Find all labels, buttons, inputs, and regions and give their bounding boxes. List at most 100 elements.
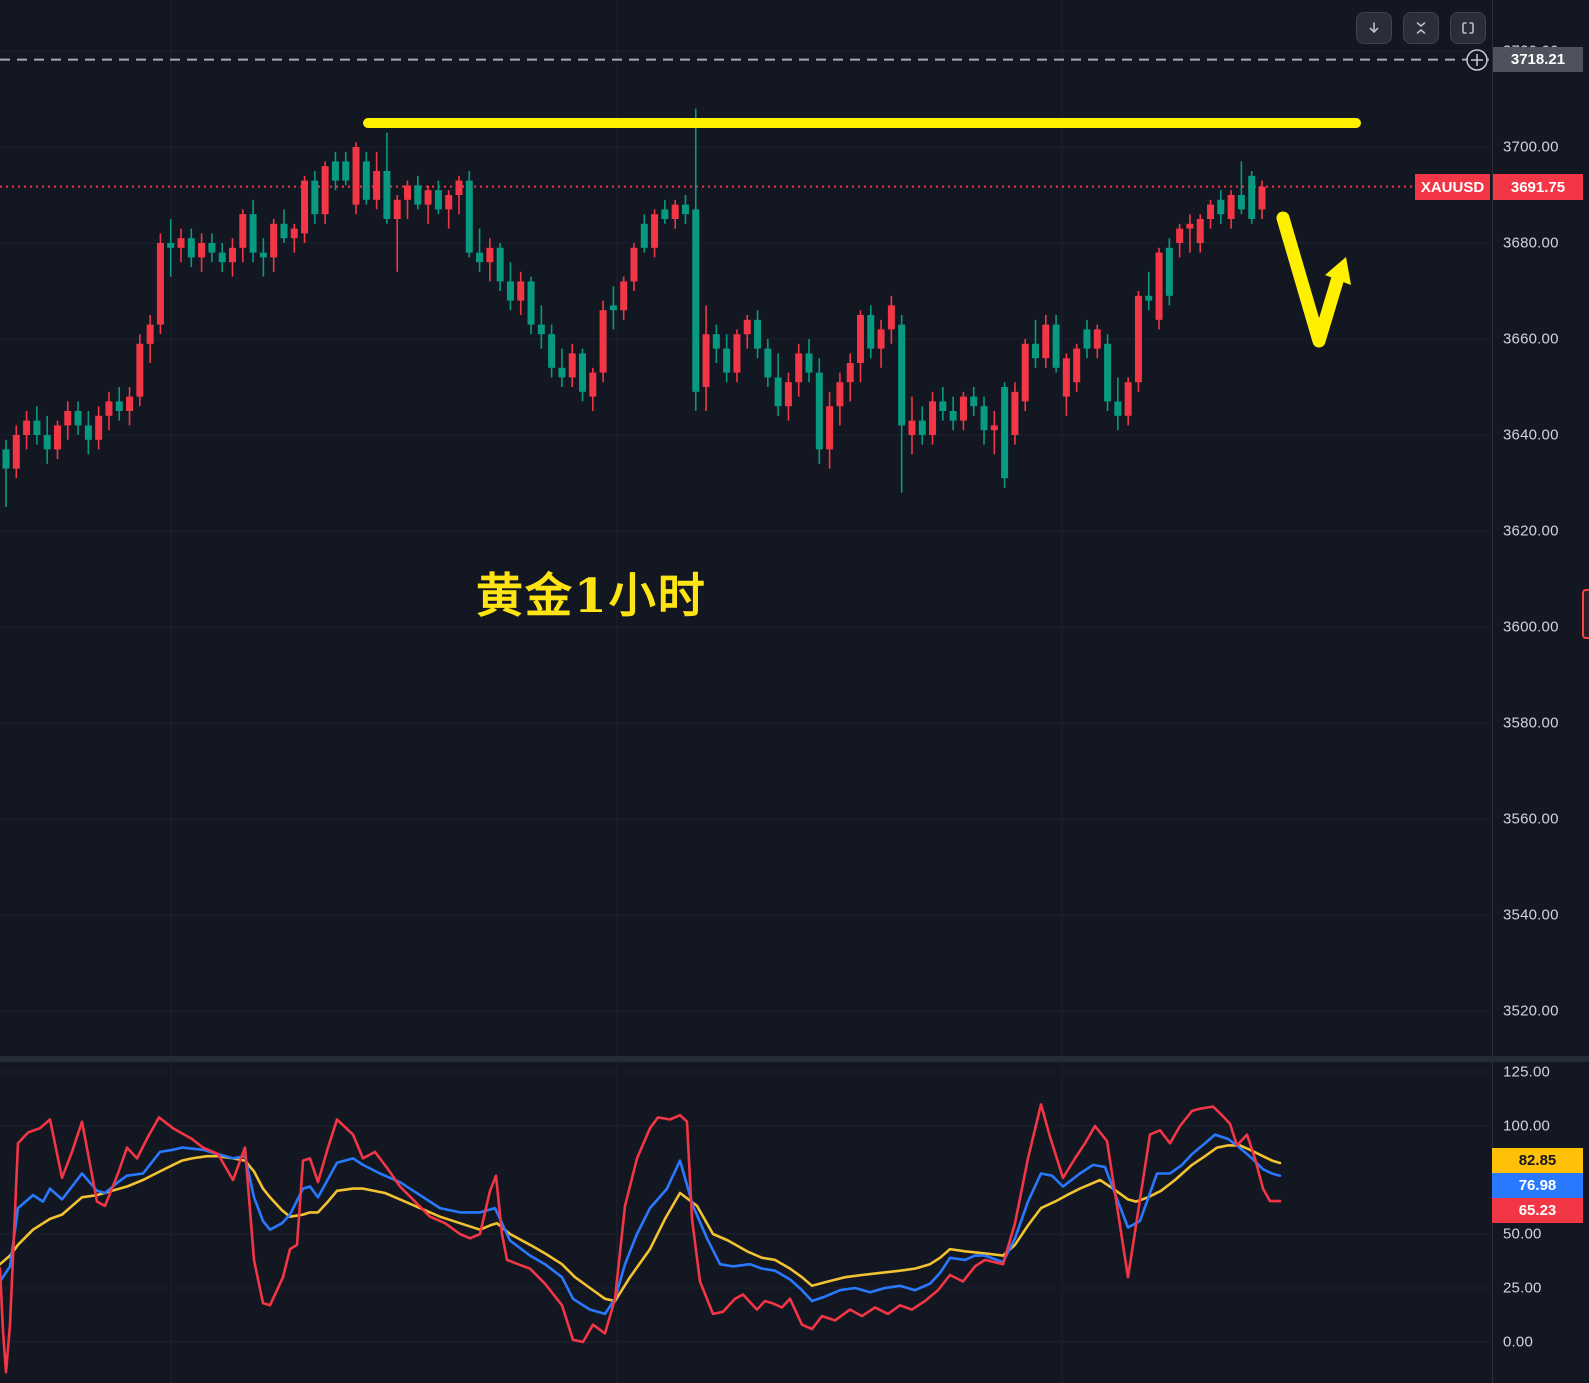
candle-body <box>259 252 267 258</box>
candle-body <box>74 411 82 426</box>
candle-body <box>609 305 617 311</box>
candle-body <box>1001 387 1009 479</box>
maximize-pane-button[interactable] <box>1450 12 1486 44</box>
candle-body <box>527 281 535 325</box>
candle-body <box>311 180 319 215</box>
candle-body <box>805 353 813 373</box>
alert-price-label[interactable]: 3718.21 <box>1493 47 1583 72</box>
candle-body <box>949 411 957 421</box>
candle-body <box>836 382 844 407</box>
pane-resize-divider[interactable] <box>0 1056 1589 1062</box>
candle-body <box>239 214 247 248</box>
candle-body <box>187 238 195 258</box>
oscillator-tick-label: 25.00 <box>1503 1279 1542 1297</box>
oscillator-line-j <box>0 1103 1282 1374</box>
price-tick-label: 3580.00 <box>1503 714 1559 732</box>
candle-body <box>558 367 566 378</box>
candle-body <box>1145 295 1153 301</box>
candle-body <box>743 319 751 335</box>
candle-body <box>476 252 484 263</box>
candle-body <box>887 305 895 330</box>
candle-body <box>455 180 463 195</box>
candle-body <box>826 406 834 450</box>
candle-body <box>970 396 978 407</box>
price-tick-label: 3620.00 <box>1503 522 1559 540</box>
candle-body <box>929 401 937 435</box>
candle-body <box>105 401 113 416</box>
candle-body <box>126 396 134 411</box>
forecast-arrow-drawing[interactable] <box>1276 211 1344 348</box>
candle-body <box>1196 219 1204 243</box>
candle-body <box>1165 247 1173 296</box>
collapse-pane-button[interactable] <box>1403 12 1439 44</box>
pane-toolbar <box>1356 12 1486 44</box>
candle-body <box>568 353 576 378</box>
candle-body <box>33 420 41 435</box>
oscillator-k-value-badge: 76.98 <box>1492 1173 1583 1198</box>
candle-body <box>795 353 803 383</box>
oscillator-d-value-badge: 82.85 <box>1492 1148 1583 1173</box>
candle-body <box>301 180 309 234</box>
candle-body <box>661 209 669 219</box>
candle-body <box>856 315 864 363</box>
candle-body <box>414 185 422 205</box>
candle-body <box>280 223 288 239</box>
oscillator-tick-label: 50.00 <box>1503 1225 1542 1243</box>
candle-body <box>1052 324 1060 368</box>
candle-body <box>1032 343 1039 359</box>
candle-body <box>383 171 391 219</box>
oscillator-tick-label: 100.00 <box>1503 1117 1551 1135</box>
oscillator-j-value-badge: 65.23 <box>1492 1198 1583 1223</box>
candle-body <box>1062 358 1070 397</box>
candle-body <box>1134 295 1142 383</box>
symbol-label: XAUUSD <box>1415 174 1490 200</box>
candle-body <box>146 324 154 344</box>
candle-body <box>990 425 998 431</box>
candle-body <box>84 425 92 440</box>
candle-body <box>2 449 10 469</box>
candle-body <box>228 247 236 263</box>
price-tick-label: 3520.00 <box>1503 1002 1559 1020</box>
candle-body <box>1042 324 1050 359</box>
candle-body <box>764 348 772 378</box>
candle-body <box>877 329 885 349</box>
candle-body <box>321 166 329 215</box>
candle-body <box>908 420 916 435</box>
candle-body <box>43 435 51 450</box>
candle-body <box>1176 228 1184 243</box>
candle-body <box>1248 175 1256 219</box>
candle-body <box>465 180 473 253</box>
candle-body <box>784 382 792 407</box>
candle-body <box>815 372 823 450</box>
right-edge-marker[interactable] <box>1582 589 1589 639</box>
move-pane-down-button[interactable] <box>1356 12 1392 44</box>
price-tick-label: 3560.00 <box>1503 810 1559 828</box>
candle-body <box>1083 329 1091 349</box>
candle-body <box>167 243 175 248</box>
price-tick-label: 3680.00 <box>1503 234 1559 252</box>
price-tick-label: 3640.00 <box>1503 426 1559 444</box>
chart-annotation-text[interactable]: 黄金1小时 <box>476 569 707 624</box>
forecast-arrow-head[interactable] <box>1325 257 1351 285</box>
candle-body <box>712 334 720 349</box>
candle-body <box>548 334 556 368</box>
candle-body <box>1093 329 1101 349</box>
oscillator-line-d <box>0 1144 1282 1303</box>
price-tick-label: 3600.00 <box>1503 618 1559 636</box>
candle-body <box>424 190 432 205</box>
candle-body <box>218 252 226 263</box>
price-tick-label: 3660.00 <box>1503 330 1559 348</box>
candle-body <box>506 281 514 301</box>
candle-body <box>23 420 31 435</box>
candle-body <box>640 223 648 248</box>
candle-body <box>331 161 339 181</box>
candle-body <box>1104 343 1112 402</box>
candle-body <box>1258 186 1266 210</box>
candle-body <box>723 348 731 373</box>
alert-crosshair-icon[interactable] <box>1464 47 1490 73</box>
candle-body <box>620 281 628 311</box>
candle-body <box>918 420 926 435</box>
candle-body <box>630 247 638 282</box>
